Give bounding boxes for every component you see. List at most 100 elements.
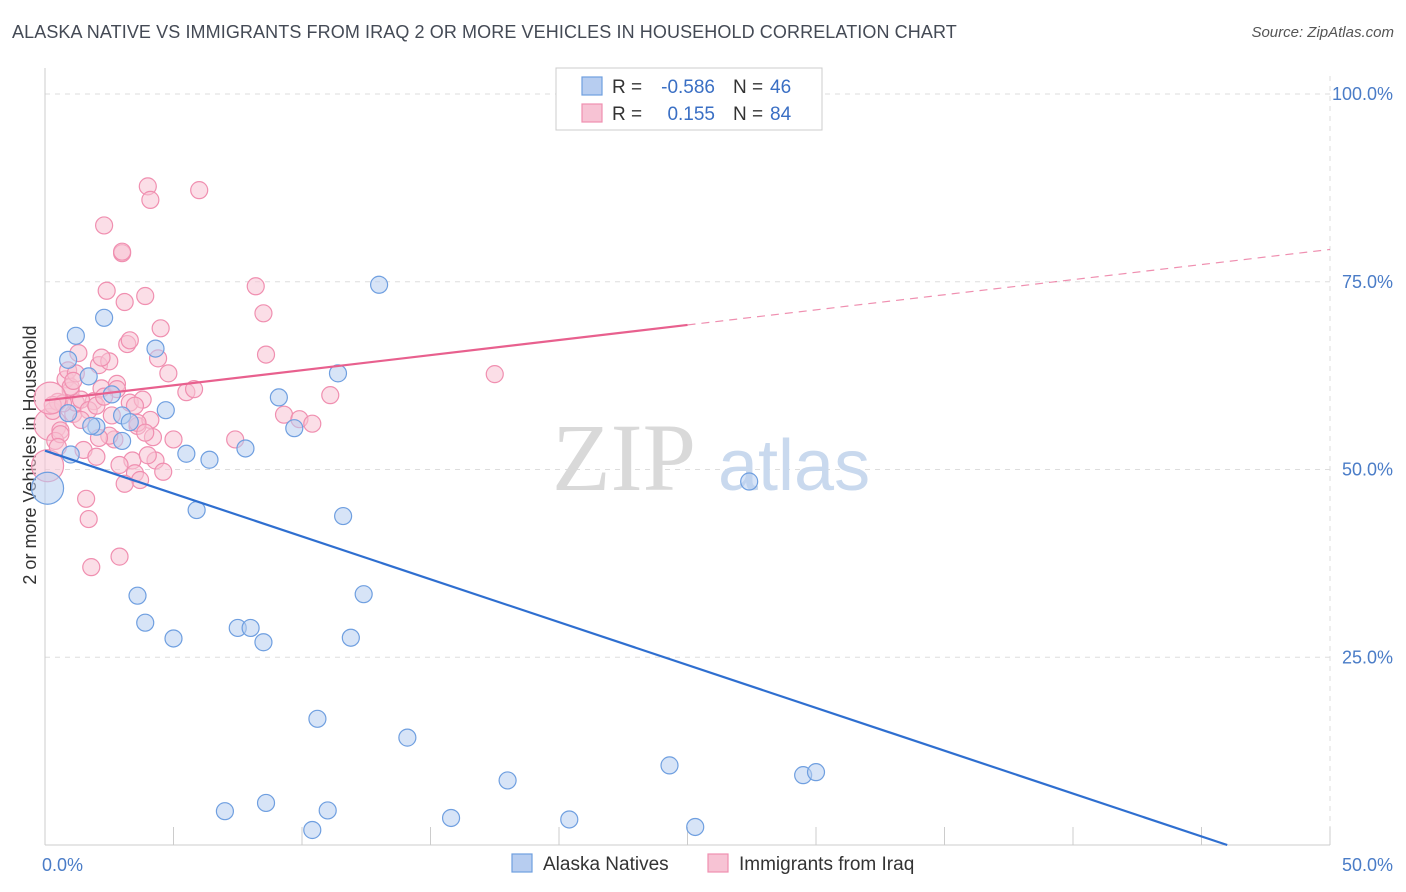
alaska-point-24	[269, 388, 288, 407]
watermark-atlas: atlas	[718, 426, 870, 506]
legend-swatch-immigrants-from-iraq	[581, 103, 603, 123]
alaska-point-39	[686, 817, 705, 837]
chart-title: ALASKA NATIVE VS IMMIGRANTS FROM IRAQ 2 …	[12, 22, 957, 42]
iraq-point-14	[82, 558, 101, 577]
legend-r-value-0: -0.586	[661, 77, 715, 98]
iraq-point-56	[485, 365, 504, 384]
alaska-point-44	[82, 416, 101, 436]
iraq-point-13	[79, 509, 98, 529]
iraq-point-47	[190, 181, 209, 200]
alaska-point-40	[740, 472, 759, 491]
trend-line-0	[44, 449, 1228, 847]
alaska-point-1	[59, 350, 78, 369]
iraq-point-62	[125, 396, 145, 415]
watermark-zip: ZIP	[552, 404, 696, 511]
alaska-point-30	[334, 506, 353, 526]
alaska-point-25	[285, 419, 304, 438]
iraq-point-69	[138, 446, 157, 465]
iraq-point-51	[256, 345, 276, 364]
alaska-point-28	[318, 801, 337, 820]
iraq-point-25	[110, 547, 129, 566]
iraq-point-49	[246, 277, 265, 296]
y-tick-label-0: 25.0%	[1342, 647, 1393, 667]
series-immigrants-from-iraq	[30, 177, 504, 577]
iraq-point-81	[64, 371, 83, 390]
legend-n-value-1: 84	[770, 104, 792, 125]
alaska-point-18	[215, 802, 234, 821]
alaska-point-10	[128, 586, 147, 605]
alaska-point-11	[136, 613, 155, 632]
alaska-point-3	[79, 367, 98, 386]
iraq-point-43	[159, 364, 178, 383]
alaska-point-15	[177, 444, 196, 463]
bottom-legend-swatch-alaska-natives	[511, 853, 533, 873]
alaska-point-43	[59, 404, 78, 423]
watermark: ZIP atlas	[552, 404, 870, 511]
iraq-point-35	[136, 286, 155, 306]
y-tick-label-3: 100.0%	[1332, 84, 1393, 104]
x-tick-label-0: 0.0%	[42, 855, 83, 875]
trend-lines	[44, 248, 1331, 847]
bottom-legend: Alaska Natives Immigrants from Iraq	[511, 853, 914, 875]
legend-r-label-1: R =	[612, 104, 642, 125]
y-tick-label-2: 75.0%	[1342, 272, 1393, 292]
alaska-point-31	[341, 628, 360, 647]
iraq-point-16	[87, 447, 106, 466]
alaska-point-9	[112, 431, 132, 451]
iraq-point-27	[115, 292, 134, 312]
bottom-legend-label-alaska-natives: Alaska Natives	[543, 854, 669, 875]
alaska-point-13	[156, 401, 175, 420]
alaska-point-21	[241, 618, 260, 638]
iraq-point-37	[141, 190, 160, 209]
alaska-point-33	[370, 275, 389, 294]
alaska-point-35	[441, 808, 461, 828]
alaska-point-27	[308, 709, 327, 728]
alaska-point-0	[30, 471, 65, 505]
alaska-point-2	[66, 326, 85, 345]
iraq-point-46	[184, 380, 204, 399]
alaska-point-12	[146, 339, 165, 358]
iraq-point-42	[154, 462, 173, 481]
alaska-point-38	[660, 756, 679, 775]
alaska-point-36	[498, 771, 517, 790]
alaska-point-14	[164, 629, 183, 648]
alaska-point-22	[256, 793, 276, 813]
iraq-point-19	[95, 216, 114, 235]
legend-n-value-0: 46	[770, 77, 791, 98]
legend: R = -0.586 N = 46 R = 0.155 N = 84	[555, 67, 823, 131]
iraq-point-20	[97, 281, 116, 300]
x-tick-labels: 0.0% 50.0%	[42, 855, 1393, 875]
legend-r-value-1: 0.155	[667, 104, 715, 125]
alaska-point-42	[806, 763, 826, 782]
alaska-point-8	[120, 413, 139, 432]
iraq-point-50	[254, 304, 273, 323]
alaska-point-34	[398, 728, 417, 747]
y-axis-title: 2 or more Vehicles in Household	[20, 325, 40, 584]
alaska-point-32	[354, 585, 373, 604]
bottom-legend-swatch-immigrants-from-iraq	[707, 853, 729, 873]
trend-line-extension-1	[687, 248, 1331, 326]
iraq-point-60	[92, 348, 111, 367]
alaska-point-17	[200, 450, 219, 469]
alaska-point-23	[254, 633, 273, 652]
iraq-point-79	[136, 423, 155, 442]
x-tick-label-1: 50.0%	[1342, 855, 1393, 875]
iraq-point-83	[112, 242, 132, 261]
legend-n-label-1: N =	[733, 104, 763, 125]
iraq-point-68	[120, 331, 139, 350]
alaska-point-5	[95, 308, 114, 327]
alaska-point-37	[560, 810, 579, 829]
iraq-point-41	[151, 319, 170, 338]
alaska-point-20	[236, 439, 255, 458]
iraq-point-44	[164, 430, 183, 449]
alaska-point-29	[328, 364, 348, 383]
iraq-point-55	[321, 386, 340, 405]
bottom-legend-label-immigrants-from-iraq: Immigrants from Iraq	[739, 854, 914, 875]
iraq-point-61	[110, 455, 129, 475]
alaska-point-26	[303, 820, 322, 840]
legend-swatch-alaska-natives	[581, 76, 603, 96]
legend-r-label-0: R =	[612, 77, 642, 98]
y-tick-labels: 25.0% 50.0% 75.0% 100.0%	[1332, 84, 1393, 667]
y-tick-label-1: 50.0%	[1342, 460, 1393, 480]
